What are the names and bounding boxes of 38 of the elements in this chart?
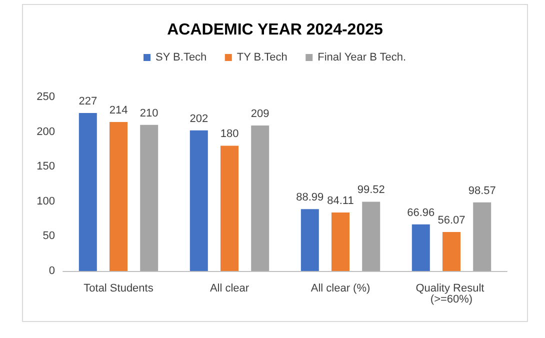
legend-label: TY B.Tech <box>236 52 288 64</box>
y-tick-label: 0 <box>48 265 55 277</box>
data-label: 84.11 <box>327 194 354 207</box>
chart-title: ACADEMIC YEAR 2024-2025 <box>167 22 383 38</box>
data-label: 227 <box>78 96 98 108</box>
x-tick-label: Total Students <box>84 282 154 294</box>
y-tick-label: 250 <box>36 91 55 103</box>
data-label: 202 <box>190 112 208 125</box>
y-tick-label: 150 <box>36 160 55 173</box>
bar <box>140 124 158 271</box>
bar <box>442 232 460 271</box>
bar <box>110 122 128 271</box>
data-label: 98.57 <box>468 184 496 197</box>
bar <box>190 130 208 271</box>
y-tick-label: 100 <box>36 195 55 208</box>
data-label: 214 <box>109 104 128 117</box>
bar <box>220 146 238 271</box>
x-tick-label: All clear (%) <box>310 282 370 294</box>
bar <box>362 202 380 271</box>
data-label: 56.07 <box>438 214 466 226</box>
bar <box>78 113 97 271</box>
bar <box>251 126 270 271</box>
legend-label: Final Year B Tech. <box>318 52 406 64</box>
bar <box>332 212 350 271</box>
data-label: 209 <box>250 108 270 120</box>
data-label: 99.52 <box>357 184 385 196</box>
bar <box>473 202 492 271</box>
x-tick-label: Quality Result (>=60%) <box>416 282 488 306</box>
bar <box>300 209 319 271</box>
data-label: 210 <box>140 107 158 120</box>
data-label: 88.99 <box>296 192 324 204</box>
data-label: 180 <box>220 128 239 140</box>
y-tick-label: 200 <box>36 126 55 138</box>
legend-label: SY B.Tech <box>156 52 207 64</box>
x-tick-label: All clear <box>210 282 250 294</box>
bar <box>412 224 430 271</box>
y-tick-label: 50 <box>42 230 55 242</box>
data-label: 66.96 <box>407 206 435 219</box>
